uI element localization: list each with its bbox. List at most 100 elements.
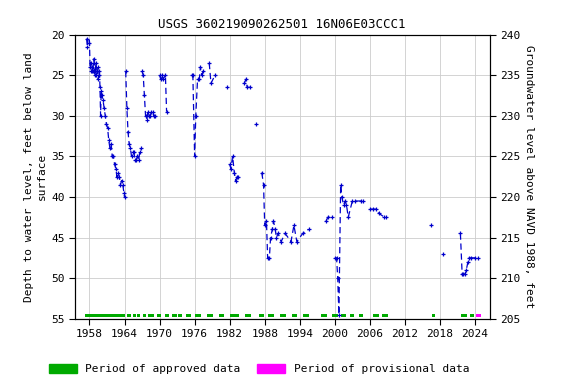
Point xyxy=(348,198,357,204)
Point xyxy=(457,271,467,277)
Point xyxy=(84,19,93,25)
Point xyxy=(260,222,270,228)
Point xyxy=(143,109,153,115)
Point xyxy=(245,84,255,90)
Point xyxy=(139,72,148,78)
Point xyxy=(90,72,99,78)
Point xyxy=(365,206,374,212)
Point xyxy=(101,113,110,119)
Point xyxy=(339,202,348,208)
Point xyxy=(225,161,234,167)
Point xyxy=(122,104,131,111)
Point xyxy=(135,149,145,156)
Point xyxy=(137,145,146,151)
Point xyxy=(108,153,117,159)
Bar xyxy=(245,314,251,317)
Point xyxy=(115,174,124,180)
Point xyxy=(147,109,156,115)
Point xyxy=(134,157,143,164)
Bar xyxy=(461,314,467,317)
Point xyxy=(473,255,483,261)
Bar xyxy=(127,314,131,317)
Point xyxy=(358,198,367,204)
Point xyxy=(148,109,157,115)
Point xyxy=(467,255,476,261)
Point xyxy=(142,117,151,123)
Bar xyxy=(304,314,309,317)
Point xyxy=(150,113,160,119)
Point xyxy=(98,96,108,103)
Point xyxy=(112,174,122,180)
Point xyxy=(130,157,139,164)
Point xyxy=(100,104,109,111)
Point xyxy=(129,149,138,156)
Point xyxy=(103,125,112,131)
Point xyxy=(89,60,98,66)
Bar xyxy=(149,314,154,317)
Y-axis label: Groundwater level above NAVD 1988, feet: Groundwater level above NAVD 1988, feet xyxy=(524,45,535,308)
Point xyxy=(438,251,448,257)
Point xyxy=(110,161,119,167)
Bar xyxy=(291,314,297,317)
Point xyxy=(119,190,128,196)
Bar xyxy=(195,314,201,317)
Point xyxy=(374,210,383,216)
Point xyxy=(105,145,115,151)
Bar xyxy=(476,314,482,317)
Point xyxy=(204,60,214,66)
Point xyxy=(371,206,380,212)
Point xyxy=(268,226,277,232)
Point xyxy=(197,72,206,78)
Point xyxy=(323,214,332,220)
Point xyxy=(231,178,240,184)
Bar xyxy=(85,314,125,317)
Point xyxy=(127,153,136,159)
Bar xyxy=(132,314,135,317)
Y-axis label: Depth to water level, feet below land
surface: Depth to water level, feet below land su… xyxy=(24,52,47,301)
Bar xyxy=(172,314,176,317)
Point xyxy=(157,72,166,78)
Point xyxy=(304,226,313,232)
Point xyxy=(95,68,104,74)
Point xyxy=(465,255,474,261)
Point xyxy=(120,194,129,200)
Point xyxy=(161,72,170,78)
Point xyxy=(93,64,103,70)
Point xyxy=(380,214,389,220)
Point xyxy=(124,141,134,147)
Point xyxy=(158,76,168,82)
Bar xyxy=(143,314,146,317)
Point xyxy=(85,40,94,46)
Point xyxy=(96,84,105,90)
Point xyxy=(427,222,436,228)
Bar xyxy=(432,314,435,317)
Point xyxy=(210,72,219,78)
Point xyxy=(281,230,290,237)
Point xyxy=(321,218,331,224)
Point xyxy=(97,93,107,99)
Point xyxy=(126,145,135,151)
Point xyxy=(190,153,199,159)
Point xyxy=(327,214,336,220)
Bar xyxy=(470,314,475,317)
Bar xyxy=(230,314,239,317)
Point xyxy=(226,166,236,172)
Point xyxy=(107,141,116,147)
Point xyxy=(116,182,125,188)
Point xyxy=(259,182,268,188)
Point xyxy=(262,218,271,224)
Point xyxy=(342,202,351,208)
Bar xyxy=(187,314,191,317)
Point xyxy=(140,93,149,99)
Point xyxy=(333,275,342,281)
Bar xyxy=(350,314,354,317)
Point xyxy=(257,169,267,175)
Point xyxy=(196,64,205,70)
Point xyxy=(471,255,480,261)
Point xyxy=(131,157,141,164)
Point xyxy=(332,255,341,261)
Point xyxy=(251,121,260,127)
Point xyxy=(460,271,469,277)
Point xyxy=(240,80,249,86)
Point xyxy=(234,174,243,180)
